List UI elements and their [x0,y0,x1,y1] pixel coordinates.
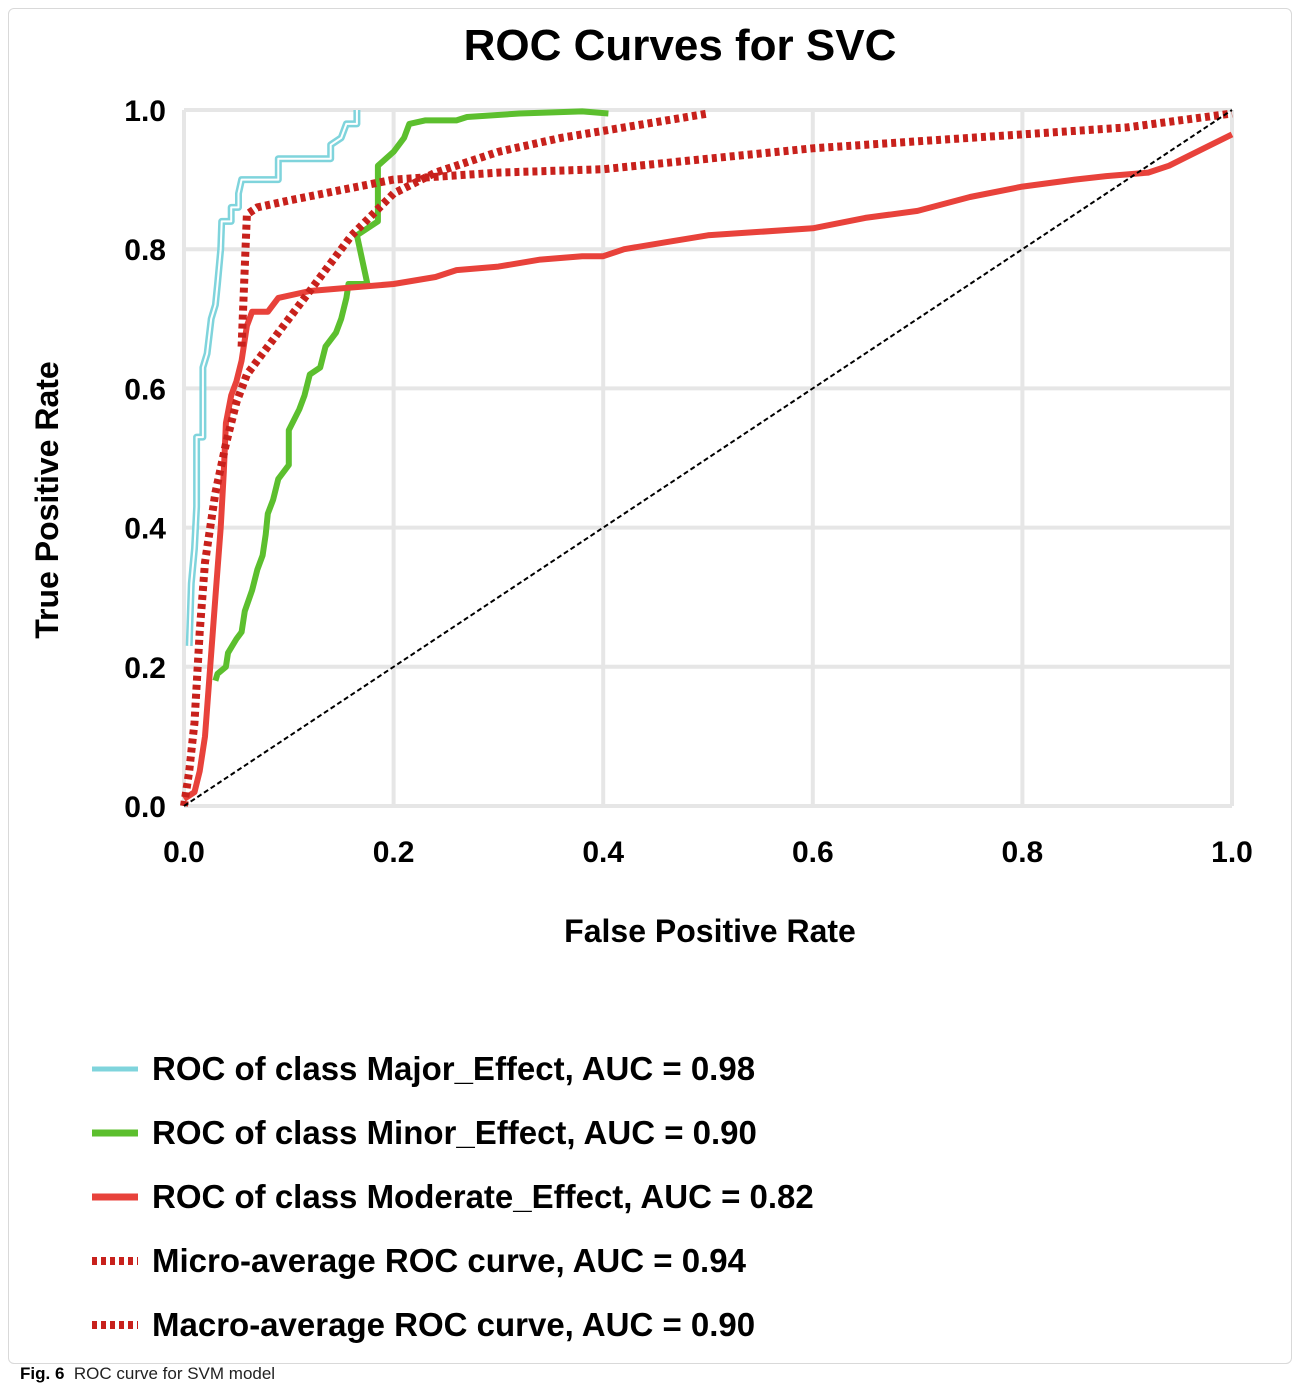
legend-item: ROC of class Major_Effect, AUC = 0.98 [92,1050,755,1087]
legend-label: ROC of class Minor_Effect, AUC = 0.90 [152,1114,757,1151]
legend-label: ROC of class Moderate_Effect, AUC = 0.82 [152,1178,814,1215]
y-tick-label: 1.0 [124,95,166,128]
y-tick-label: 0.6 [124,373,166,406]
figure-frame [8,8,1292,1364]
legend-label: Macro-average ROC curve, AUC = 0.90 [152,1306,755,1343]
caption-label: Fig. 6 [20,1364,65,1383]
legend-label: Micro-average ROC curve, AUC = 0.94 [152,1242,747,1279]
legend-item: ROC of class Minor_Effect, AUC = 0.90 [92,1114,757,1151]
series-2-line [182,131,1234,802]
chance-diagonal-line [183,109,1233,807]
x-tick-label: 0.8 [1002,836,1044,869]
legend-label: ROC of class Major_Effect, AUC = 0.98 [152,1050,755,1087]
x-tick-label: 0.4 [582,836,624,869]
legend-item: Macro-average ROC curve, AUC = 0.90 [92,1306,755,1343]
series-0-line [185,110,361,647]
y-tick-label: 0.8 [124,234,166,267]
x-tick-label: 0.6 [792,836,834,869]
y-axis-label: True Positive Rate [29,361,65,638]
series-4-line [237,109,1233,347]
series-layer [180,108,1234,807]
caption-text: ROC curve for SVM model [73,1364,276,1383]
series-1-line [212,108,609,682]
figure-caption: Fig. 6 ROC curve for SVM model [20,1364,275,1384]
legend: ROC of class Major_Effect, AUC = 0.98 ROC… [92,1050,814,1343]
y-tick-label: 0.0 [124,791,166,824]
x-tick-label: 0.2 [373,836,415,869]
y-tick-label: 0.4 [124,513,166,546]
tick-labels: 0.0 0.2 0.4 0.6 0.8 1.0 0.0 0.2 0.4 0.6 0.8 1.0 [124,95,1253,869]
series-0-line-inner [188,110,358,646]
x-tick-label: 0.0 [163,836,205,869]
legend-item: ROC of class Moderate_Effect, AUC = 0.82 [92,1178,814,1215]
chart-title: ROC Curves for SVC [464,21,897,70]
y-tick-label: 0.2 [124,652,166,685]
series-3-line [180,109,709,807]
x-axis-label: False Positive Rate [564,913,856,949]
legend-item: Micro-average ROC curve, AUC = 0.94 [92,1242,747,1279]
x-tick-label: 1.0 [1211,836,1253,869]
